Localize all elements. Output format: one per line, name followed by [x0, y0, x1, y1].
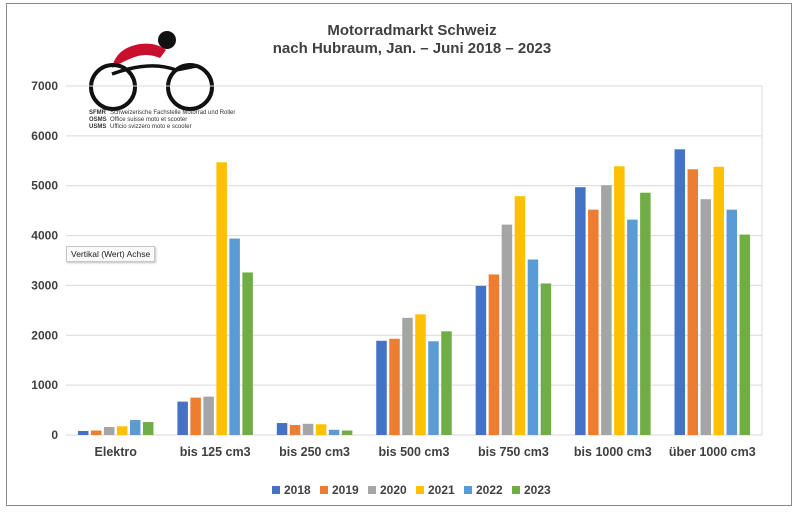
bar-2022: [627, 219, 638, 435]
chart-title: Motorradmarkt Schweiz: [327, 22, 496, 39]
bar-2019: [488, 274, 500, 435]
y-tick-label: 2000: [31, 328, 58, 342]
bar-2023: [640, 192, 651, 435]
logo-text-3: Ufficio svizzero moto e scooter: [110, 124, 192, 130]
bar-2020: [203, 396, 214, 435]
bar-2020: [103, 427, 115, 435]
logo-rider-body: [112, 43, 166, 68]
bar-2018: [475, 285, 487, 435]
y-tick-label: 4000: [31, 229, 58, 243]
bar-2018: [674, 149, 686, 435]
bar-2022: [527, 259, 539, 435]
axis-tooltip: Vertikal (Wert) Achse: [66, 246, 156, 262]
bar-2023: [142, 422, 154, 435]
x-axis-categories: Elektro bis 125 cm3 bis 250 cm3 bis 500 cm3…: [95, 445, 756, 459]
legend-label-2023: 2023: [524, 483, 551, 497]
bar-2018: [575, 187, 586, 435]
y-tick-label: 7000: [31, 79, 58, 93]
legend: 2018 2019 2020 2021 2022 2023: [272, 483, 551, 497]
y-tick-label: 6000: [31, 129, 58, 143]
legend-swatch-2023: [512, 486, 520, 494]
category-label: über 1000 cm3: [669, 445, 756, 459]
sfmr-logo: SFMR Schweizerische Fachstelle Motorrad …: [89, 31, 235, 130]
bar-2023: [739, 234, 751, 435]
bar-2022: [229, 238, 240, 435]
bar-2023: [242, 272, 253, 435]
bar-2019: [90, 430, 102, 435]
bar-2020: [700, 199, 712, 435]
logo-front-wheel: [89, 63, 137, 111]
y-tick-label: 1000: [31, 378, 58, 392]
legend-swatch-2022: [464, 486, 472, 494]
bar-2019: [588, 209, 599, 435]
bar-2021: [315, 424, 327, 435]
y-tick-label: 5000: [31, 179, 58, 193]
bar-2021: [614, 166, 625, 435]
bar-2019: [389, 338, 400, 435]
legend-label-2018: 2018: [284, 483, 311, 497]
category-label: bis 125 cm3: [180, 445, 251, 459]
logo-rear-wheel: [166, 63, 214, 111]
y-tick-label: 0: [51, 428, 58, 442]
legend-swatch-2018: [272, 486, 280, 494]
bar-2023: [341, 430, 353, 435]
legend-swatch-2020: [368, 486, 376, 494]
bar-2018: [376, 340, 387, 435]
y-axis-ticks: 0 1000 2000 3000 4000 5000 6000 7000: [31, 79, 58, 442]
category-label: bis 1000 cm3: [574, 445, 652, 459]
category-label: bis 500 cm3: [379, 445, 450, 459]
legend-label-2022: 2022: [476, 483, 503, 497]
legend-label-2021: 2021: [428, 483, 455, 497]
bar-2022: [726, 209, 738, 435]
grid-lines: [66, 85, 763, 436]
legend-swatch-2019: [320, 486, 328, 494]
bar-2019: [289, 425, 301, 435]
bar-2022: [428, 341, 439, 435]
logo-abbr-2: OSMS: [89, 117, 107, 123]
legend-swatch-2021: [416, 486, 424, 494]
bar-2021: [116, 426, 128, 435]
bar-2020: [302, 423, 314, 435]
bar-2022: [328, 429, 340, 435]
logo-abbr-3: USMS: [89, 124, 106, 130]
bar-2021: [514, 196, 526, 435]
bar-2021: [216, 162, 227, 435]
bar-2019: [687, 169, 699, 436]
logo-frame-line: [111, 64, 197, 76]
bar-2020: [501, 224, 513, 435]
bar-2021: [713, 166, 725, 436]
chart-subtitle: nach Hubraum, Jan. – Juni 2018 – 2023: [273, 40, 551, 57]
logo-text-1: Schweizerische Fachstelle Motorrad und R…: [110, 110, 235, 116]
bar-2020: [402, 317, 413, 435]
category-label: bis 250 cm3: [279, 445, 350, 459]
bar-2023: [441, 331, 452, 435]
bar-2022: [129, 420, 141, 435]
bar-2020: [601, 185, 612, 435]
category-label: bis 750 cm3: [478, 445, 549, 459]
category-label: Elektro: [95, 445, 138, 459]
logo-text-2: Office suisse moto et scooter: [110, 117, 187, 123]
legend-label-2019: 2019: [332, 483, 359, 497]
bar-2018: [276, 423, 288, 435]
bar-2018: [177, 401, 188, 435]
legend-label-2020: 2020: [380, 483, 407, 497]
bar-2019: [190, 397, 201, 435]
y-tick-label: 3000: [31, 278, 58, 292]
bar-series: [77, 149, 751, 436]
logo-rider-head: [158, 31, 176, 49]
bar-2018: [77, 431, 89, 435]
bar-2021: [415, 314, 426, 435]
bar-2023: [540, 283, 552, 435]
logo-abbr-1: SFMR: [89, 110, 107, 116]
